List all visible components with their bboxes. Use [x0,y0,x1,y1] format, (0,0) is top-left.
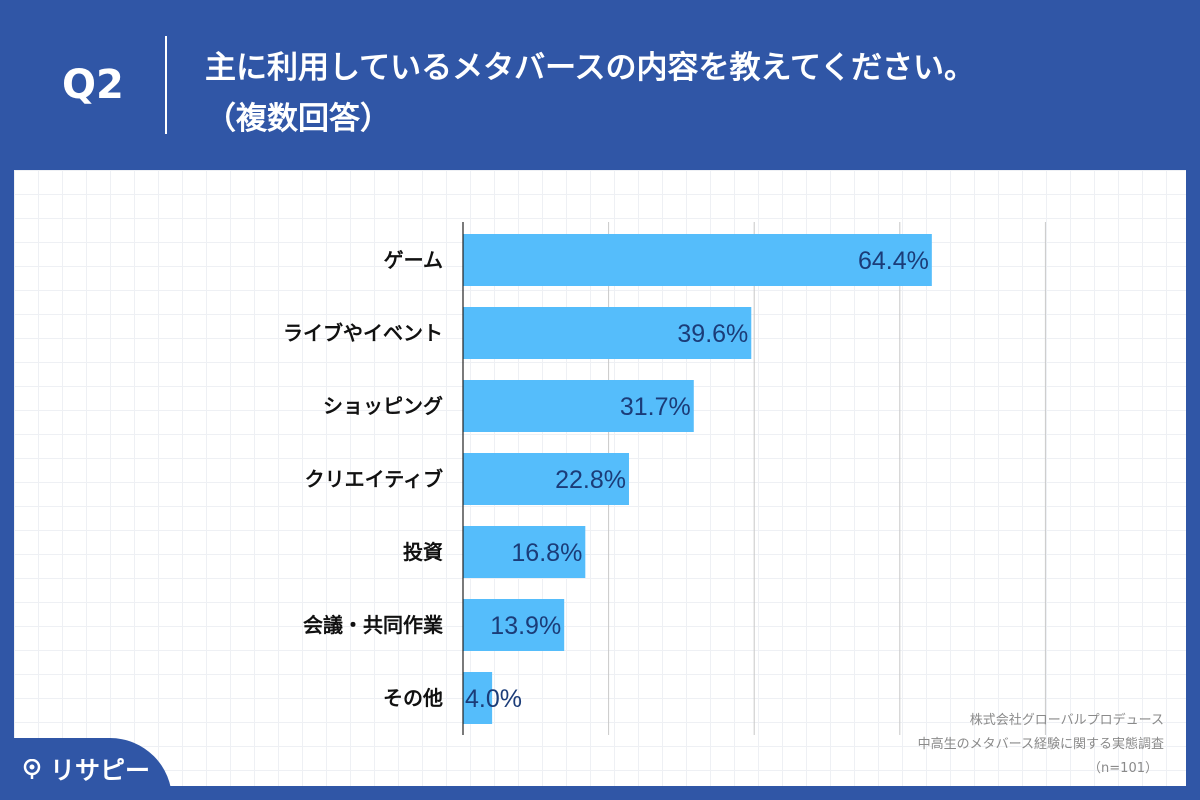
category-label: クリエイティブ [305,467,443,491]
bar [463,599,565,651]
source-sample-size: （n=101） [1088,761,1158,776]
bar [463,234,932,286]
logo-tab [0,738,172,800]
data-label: 22.8% [555,466,626,494]
data-label: 31.7% [620,393,691,421]
bar [463,453,629,505]
bar [463,380,694,432]
category-label: ショッピング [323,394,443,418]
data-label: 16.8% [511,539,582,567]
grid-lines [608,222,1046,735]
data-label: 64.4% [858,247,929,275]
question-title-line1: 主に利用しているメタバースの内容を教えてください。 [205,50,976,86]
data-label: 13.9% [490,612,561,640]
category-label: その他 [383,686,443,710]
question-number: Q2 [62,62,124,108]
source-survey: 中高生のメタバース経験に関する実態調査 [918,736,1164,752]
category-label: 会議・共同作業 [303,613,444,637]
data-label: 4.0% [465,685,522,713]
source-company: 株式会社グローバルプロデュース [970,712,1164,728]
brand-name: リサピー [50,756,151,785]
pin-icon [23,759,41,779]
bars: 64.4% 39.6% 31.7% 22.8% 16.8% 13.9% 4.0% [463,234,932,724]
bar [463,307,752,359]
question-title-line2: （複数回答） [205,101,391,137]
category-label: ゲーム [384,248,443,272]
category-label: ライブやイベント [283,321,443,345]
source-note: 株式会社グローバルプロデュース 中高生のメタバース経験に関する実態調査 （n=1… [918,712,1164,776]
header-divider [165,36,167,134]
data-label: 39.6% [677,320,748,348]
category-label: 投資 [403,540,443,564]
brand-logo[interactable]: リサピー [22,751,150,787]
question-header: Q2 主に利用しているメタバースの内容を教えてください。 （複数回答） [0,0,1200,170]
bar [463,672,493,724]
bar [463,526,586,578]
